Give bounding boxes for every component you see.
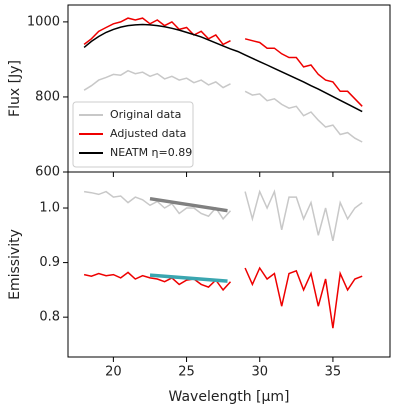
series-line — [83, 69, 363, 143]
y-tick-label: 800 — [35, 89, 60, 104]
x-tick-label: 20 — [105, 365, 122, 380]
x-tick-label: 25 — [178, 365, 195, 380]
series-line — [83, 189, 363, 241]
y-tick-label: 1.0 — [39, 201, 60, 216]
series-line — [149, 273, 228, 283]
y-tick-label: 0.9 — [39, 255, 60, 270]
legend-label: Adjusted data — [110, 127, 186, 140]
y-axis-title: Emissivity — [7, 229, 23, 300]
legend-box — [72, 101, 194, 168]
x-tick-label: 30 — [251, 365, 268, 380]
series-line — [83, 17, 363, 107]
series-line — [149, 196, 228, 213]
y-tick-label: 0.8 — [39, 310, 60, 325]
y-axis-title: Flux [Jy] — [7, 60, 23, 117]
legend-label: Original data — [110, 108, 181, 121]
x-tick-label: 35 — [325, 365, 342, 380]
x-axis-title: Wavelength [µm] — [169, 389, 290, 405]
y-tick-label: 1000 — [27, 14, 60, 29]
legend-label: NEATM η=0.89 — [110, 146, 192, 159]
series-line — [83, 266, 363, 329]
plot-frame — [67, 171, 391, 358]
series-line — [83, 23, 363, 113]
y-tick-label: 600 — [35, 165, 60, 180]
